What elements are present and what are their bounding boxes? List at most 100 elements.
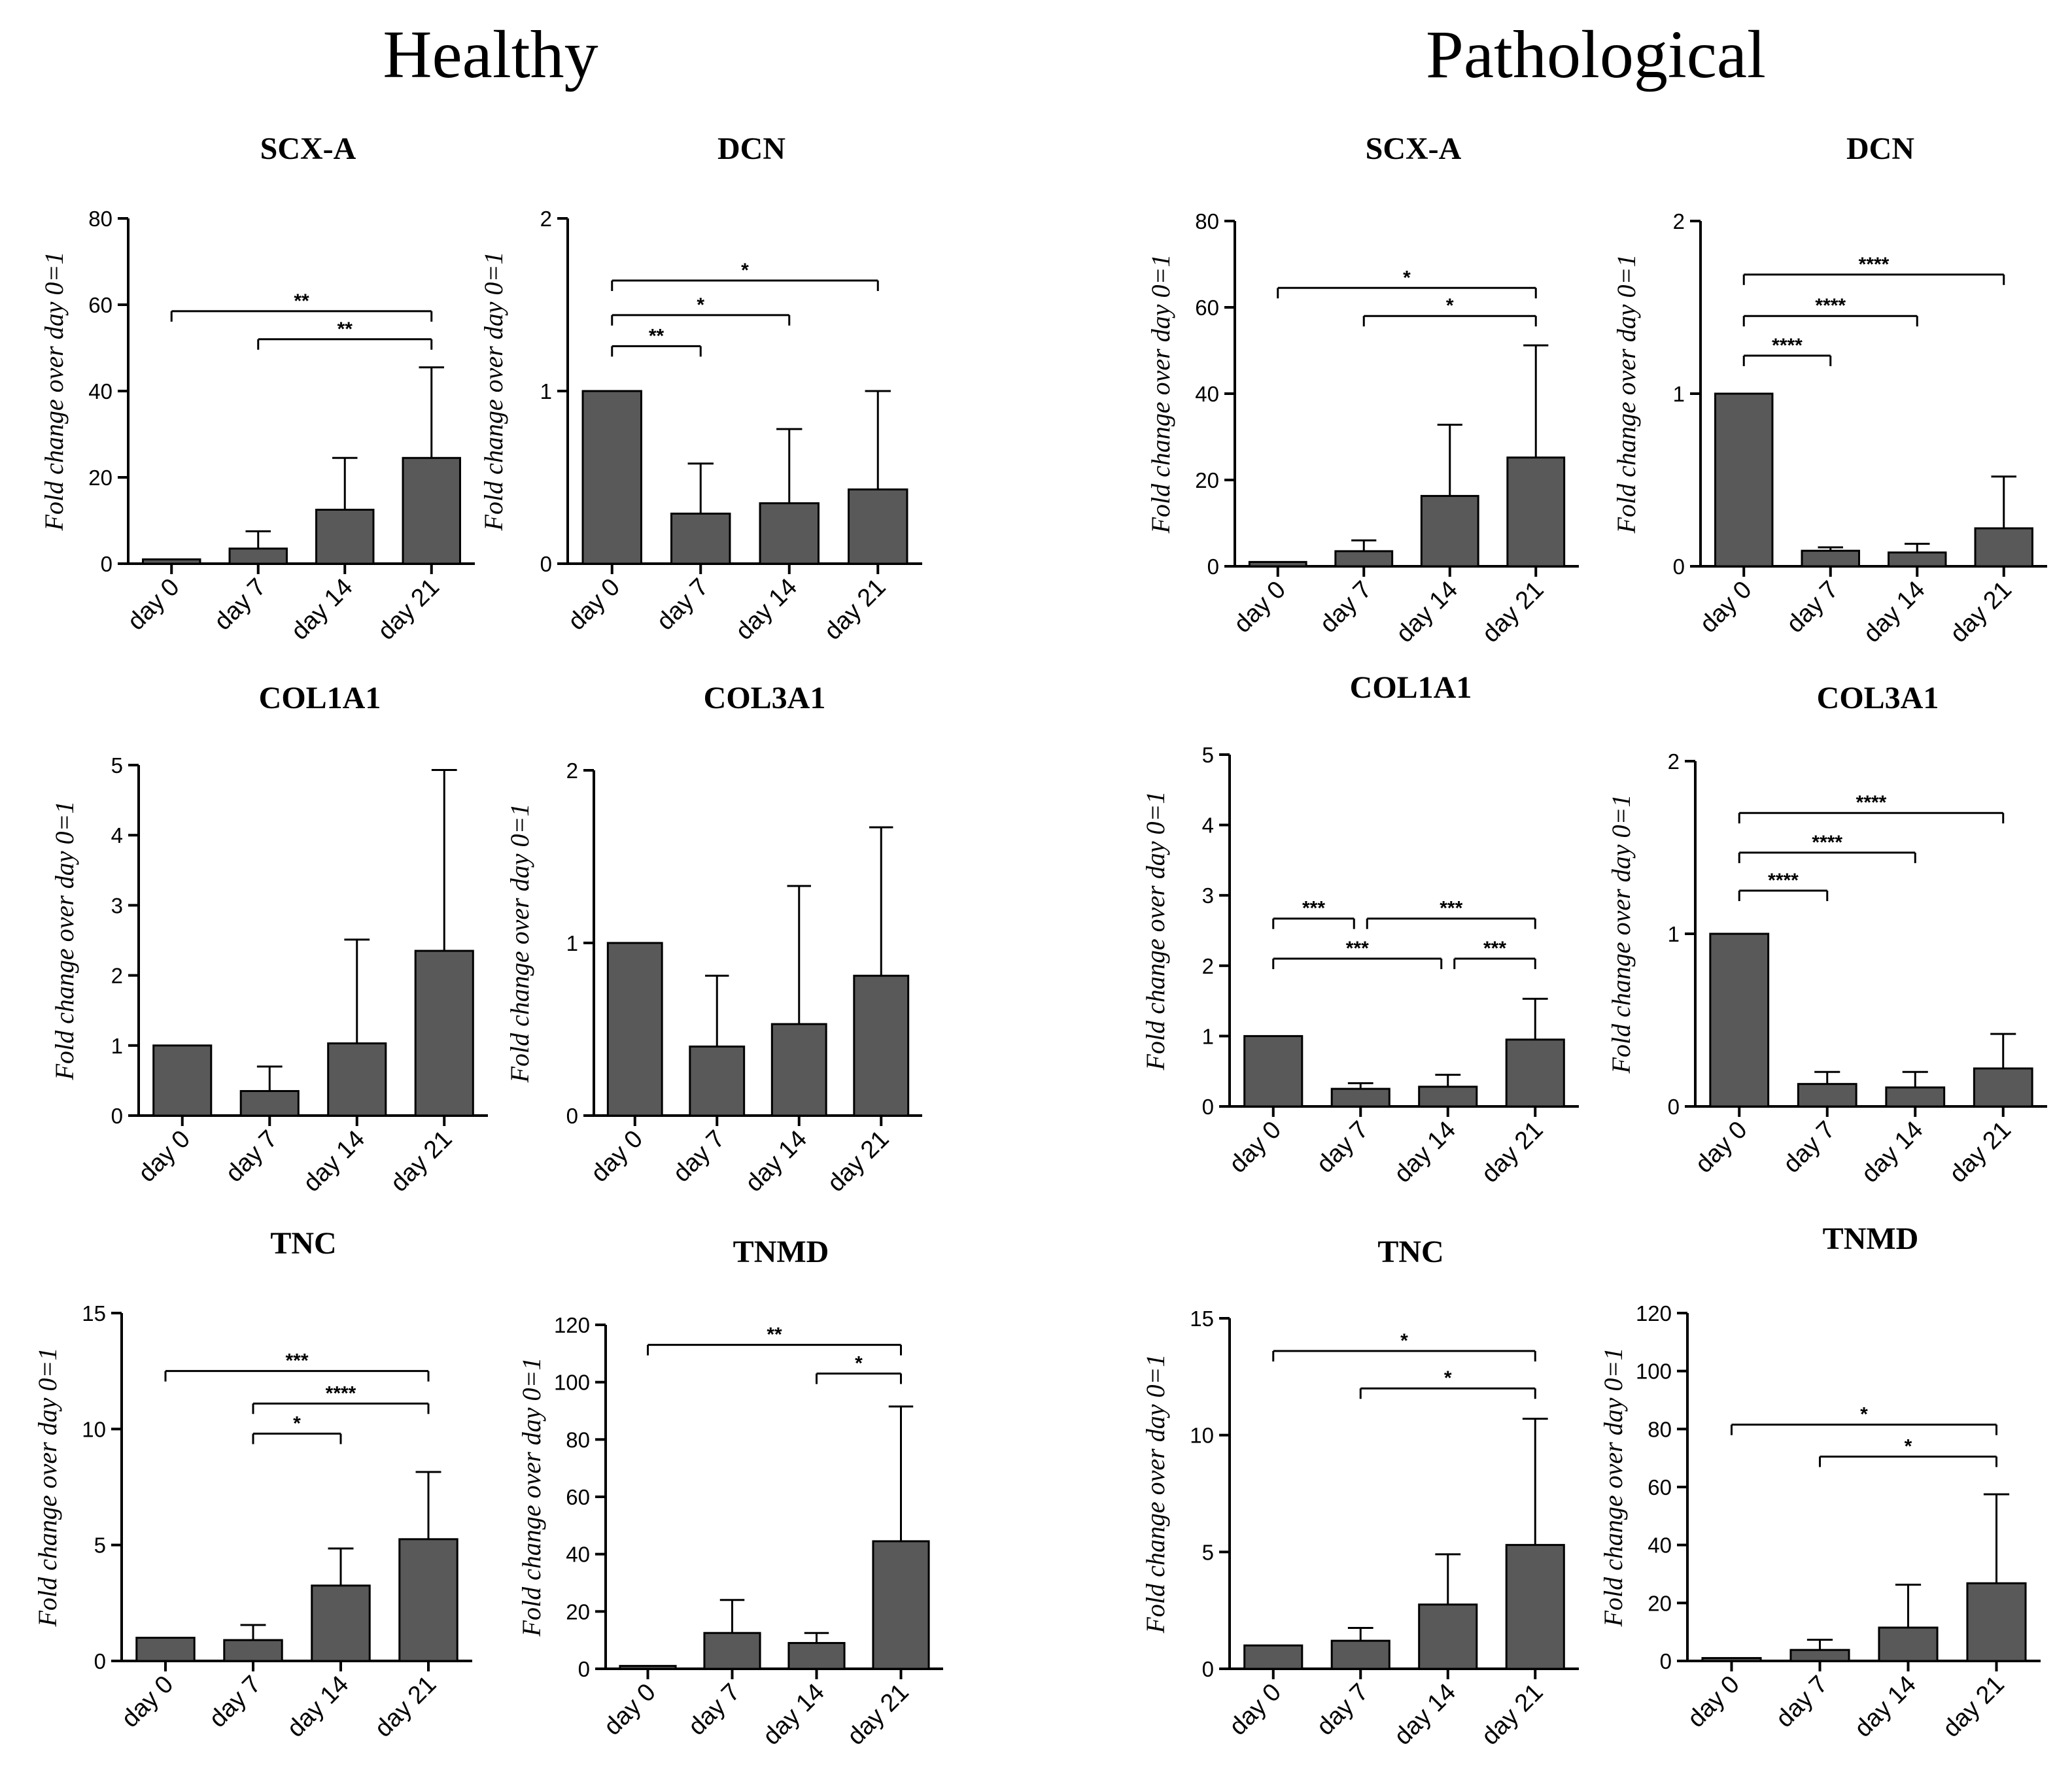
bar bbox=[135, 1637, 196, 1662]
heading-healthy: Healthy bbox=[383, 17, 598, 92]
bar bbox=[315, 509, 375, 565]
bar bbox=[670, 512, 731, 565]
x-tick-label: day 14 bbox=[1856, 1116, 1928, 1188]
significance-label: ** bbox=[767, 1324, 782, 1346]
bar bbox=[1801, 549, 1860, 568]
x-tick-label: day 21 bbox=[1476, 1679, 1548, 1751]
bar bbox=[239, 1089, 300, 1117]
x-tick-label: day 7 bbox=[220, 1125, 283, 1188]
bar bbox=[228, 547, 288, 565]
x-tick-label: day 14 bbox=[1389, 1116, 1461, 1188]
chart-title: COL3A1 bbox=[1817, 681, 1939, 715]
significance-label: *** bbox=[1302, 898, 1325, 919]
chart-title: TNC bbox=[270, 1226, 336, 1261]
y-tick-label: 2 bbox=[111, 964, 123, 988]
y-tick-label: 40 bbox=[88, 379, 112, 403]
x-tick-label: day 21 bbox=[1476, 1116, 1548, 1188]
y-axis-label: Fold change over day 0=1 bbox=[1141, 1354, 1170, 1634]
x-tick-label: day 0 bbox=[1224, 1116, 1286, 1178]
y-tick-label: 60 bbox=[1648, 1475, 1672, 1499]
x-tick-label: day 7 bbox=[1778, 1116, 1840, 1178]
chart-panel: TNC Fold change over day 0=1 0 5 10 15 day 0 da… bbox=[33, 1226, 472, 1743]
heading-pathological: Pathological bbox=[1426, 17, 1766, 92]
y-tick-label: 5 bbox=[111, 753, 123, 778]
bar bbox=[1243, 1644, 1304, 1670]
bar bbox=[402, 456, 461, 565]
y-tick-label: 10 bbox=[1190, 1424, 1214, 1448]
y-tick-label: 3 bbox=[1202, 883, 1214, 908]
y-tick-label: 0 bbox=[566, 1104, 578, 1128]
significance-label: * bbox=[697, 294, 704, 316]
bar bbox=[1966, 1582, 2027, 1662]
y-axis-label: Fold change over day 0=1 bbox=[50, 801, 79, 1081]
significance-label: **** bbox=[1815, 295, 1846, 316]
y-tick-label: 0 bbox=[111, 1104, 123, 1128]
bar bbox=[1334, 550, 1394, 568]
y-tick-label: 1 bbox=[566, 931, 578, 955]
chart-panel: COL1A1 Fold change over day 0=1 0 1 2 3 4 5 day … bbox=[50, 681, 488, 1197]
bar bbox=[414, 949, 474, 1117]
significance-label: * bbox=[1400, 1330, 1408, 1352]
y-axis-label: Fold change over day 0=1 bbox=[505, 804, 534, 1084]
chart-title: COL3A1 bbox=[704, 681, 826, 715]
y-tick-label: 100 bbox=[554, 1371, 590, 1395]
y-tick-label: 4 bbox=[1202, 813, 1214, 838]
y-tick-label: 1 bbox=[1673, 382, 1685, 406]
bar bbox=[872, 1540, 930, 1670]
x-tick-label: day 14 bbox=[1389, 1679, 1461, 1751]
chart-panel: COL1A1 Fold change over day 0=1 0 1 2 3 4 5 day … bbox=[1141, 670, 1579, 1188]
bar bbox=[853, 974, 910, 1117]
bar bbox=[1330, 1087, 1390, 1108]
chart-title: SCX-A bbox=[260, 131, 356, 166]
x-tick-label: day 21 bbox=[1477, 576, 1549, 648]
significance-label: **** bbox=[1856, 792, 1887, 813]
bar bbox=[1885, 1086, 1946, 1108]
y-tick-label: 20 bbox=[1648, 1591, 1672, 1615]
chart-panel: TNC Fold change over day 0=1 0 5 10 15 day 0 da… bbox=[1141, 1235, 1579, 1751]
x-tick-label: day 14 bbox=[1858, 576, 1930, 648]
bar bbox=[398, 1538, 458, 1662]
significance-label: * bbox=[293, 1412, 301, 1434]
bar bbox=[1714, 392, 1774, 568]
significance-label: **** bbox=[1859, 254, 1890, 275]
x-tick-label: day 0 bbox=[1690, 1116, 1752, 1178]
bar bbox=[223, 1639, 283, 1662]
y-tick-label: 2 bbox=[566, 759, 578, 783]
x-tick-label: day 21 bbox=[1945, 576, 2017, 648]
chart-title: DCN bbox=[717, 131, 786, 166]
y-tick-label: 0 bbox=[540, 552, 552, 576]
x-tick-label: day 14 bbox=[1849, 1671, 1921, 1743]
bar bbox=[703, 1632, 761, 1670]
significance-label: **** bbox=[326, 1382, 356, 1404]
y-tick-label: 20 bbox=[566, 1599, 590, 1624]
chart-title: COL1A1 bbox=[259, 681, 381, 715]
y-tick-label: 0 bbox=[1673, 555, 1685, 579]
bar bbox=[1701, 1657, 1762, 1662]
significance-label: * bbox=[855, 1353, 863, 1375]
bar bbox=[1888, 551, 1947, 568]
x-tick-label: day 7 bbox=[1311, 1679, 1373, 1741]
bar bbox=[848, 488, 908, 565]
y-tick-label: 15 bbox=[1190, 1307, 1214, 1331]
y-axis-label: Fold change over day 0=1 bbox=[479, 252, 508, 532]
y-axis-label: Fold change over day 0=1 bbox=[39, 252, 69, 532]
chart-title: TNMD bbox=[1823, 1222, 1919, 1256]
x-tick-label: day 7 bbox=[204, 1671, 266, 1733]
significance-label: * bbox=[1444, 1367, 1452, 1389]
significance-label: ** bbox=[294, 290, 309, 312]
y-tick-label: 2 bbox=[540, 207, 552, 231]
x-tick-label: day 7 bbox=[651, 573, 714, 636]
bar bbox=[152, 1044, 213, 1117]
y-tick-label: 5 bbox=[1202, 743, 1214, 767]
x-tick-label: day 14 bbox=[757, 1679, 829, 1751]
y-tick-label: 0 bbox=[1202, 1657, 1214, 1681]
y-axis-label: Fold change over day 0=1 bbox=[1598, 1348, 1628, 1628]
bar bbox=[1709, 932, 1770, 1108]
x-tick-label: day 7 bbox=[668, 1125, 730, 1188]
x-tick-label: day 21 bbox=[1944, 1116, 2016, 1188]
y-tick-label: 20 bbox=[88, 466, 112, 490]
bar bbox=[1248, 560, 1307, 568]
significance-label: *** bbox=[1483, 938, 1506, 959]
y-tick-label: 0 bbox=[1207, 555, 1219, 579]
bar bbox=[1420, 494, 1479, 568]
